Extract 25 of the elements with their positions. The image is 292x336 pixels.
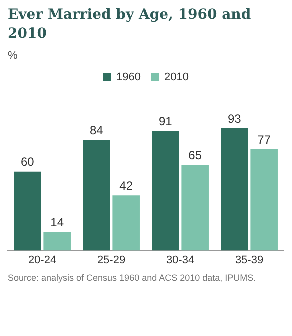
bar: [182, 165, 209, 251]
bar: [112, 196, 140, 251]
bar: [221, 128, 248, 251]
bar: [83, 140, 110, 251]
bar: [44, 232, 71, 251]
text: %: [8, 50, 19, 62]
bar: [14, 172, 42, 251]
data-label: 65: [188, 148, 202, 163]
data-label: 93: [228, 112, 242, 126]
legend-label: 1960: [116, 72, 142, 84]
bar: [152, 131, 180, 251]
x-tick-label: 30-34: [166, 254, 195, 266]
data-label: 91: [158, 114, 173, 128]
data-label: 60: [20, 155, 35, 170]
data-label: 42: [120, 178, 134, 193]
data-label: 84: [90, 124, 104, 138]
x-tick-label: 25-29: [97, 254, 126, 266]
data-label: 77: [258, 132, 272, 147]
chart-title: Ever Married by Age, 1960 and 2010: [8, 6, 252, 44]
bar: [250, 150, 278, 251]
legend-label: 2010: [164, 72, 189, 84]
source-note: Source: analysis of Census 1960 and ACS 2010 data, IPUMS.: [8, 272, 258, 284]
x-tick-label: 20-24: [28, 254, 57, 266]
data-label: 14: [50, 216, 64, 230]
x-tick-label: 35-39: [235, 254, 264, 266]
